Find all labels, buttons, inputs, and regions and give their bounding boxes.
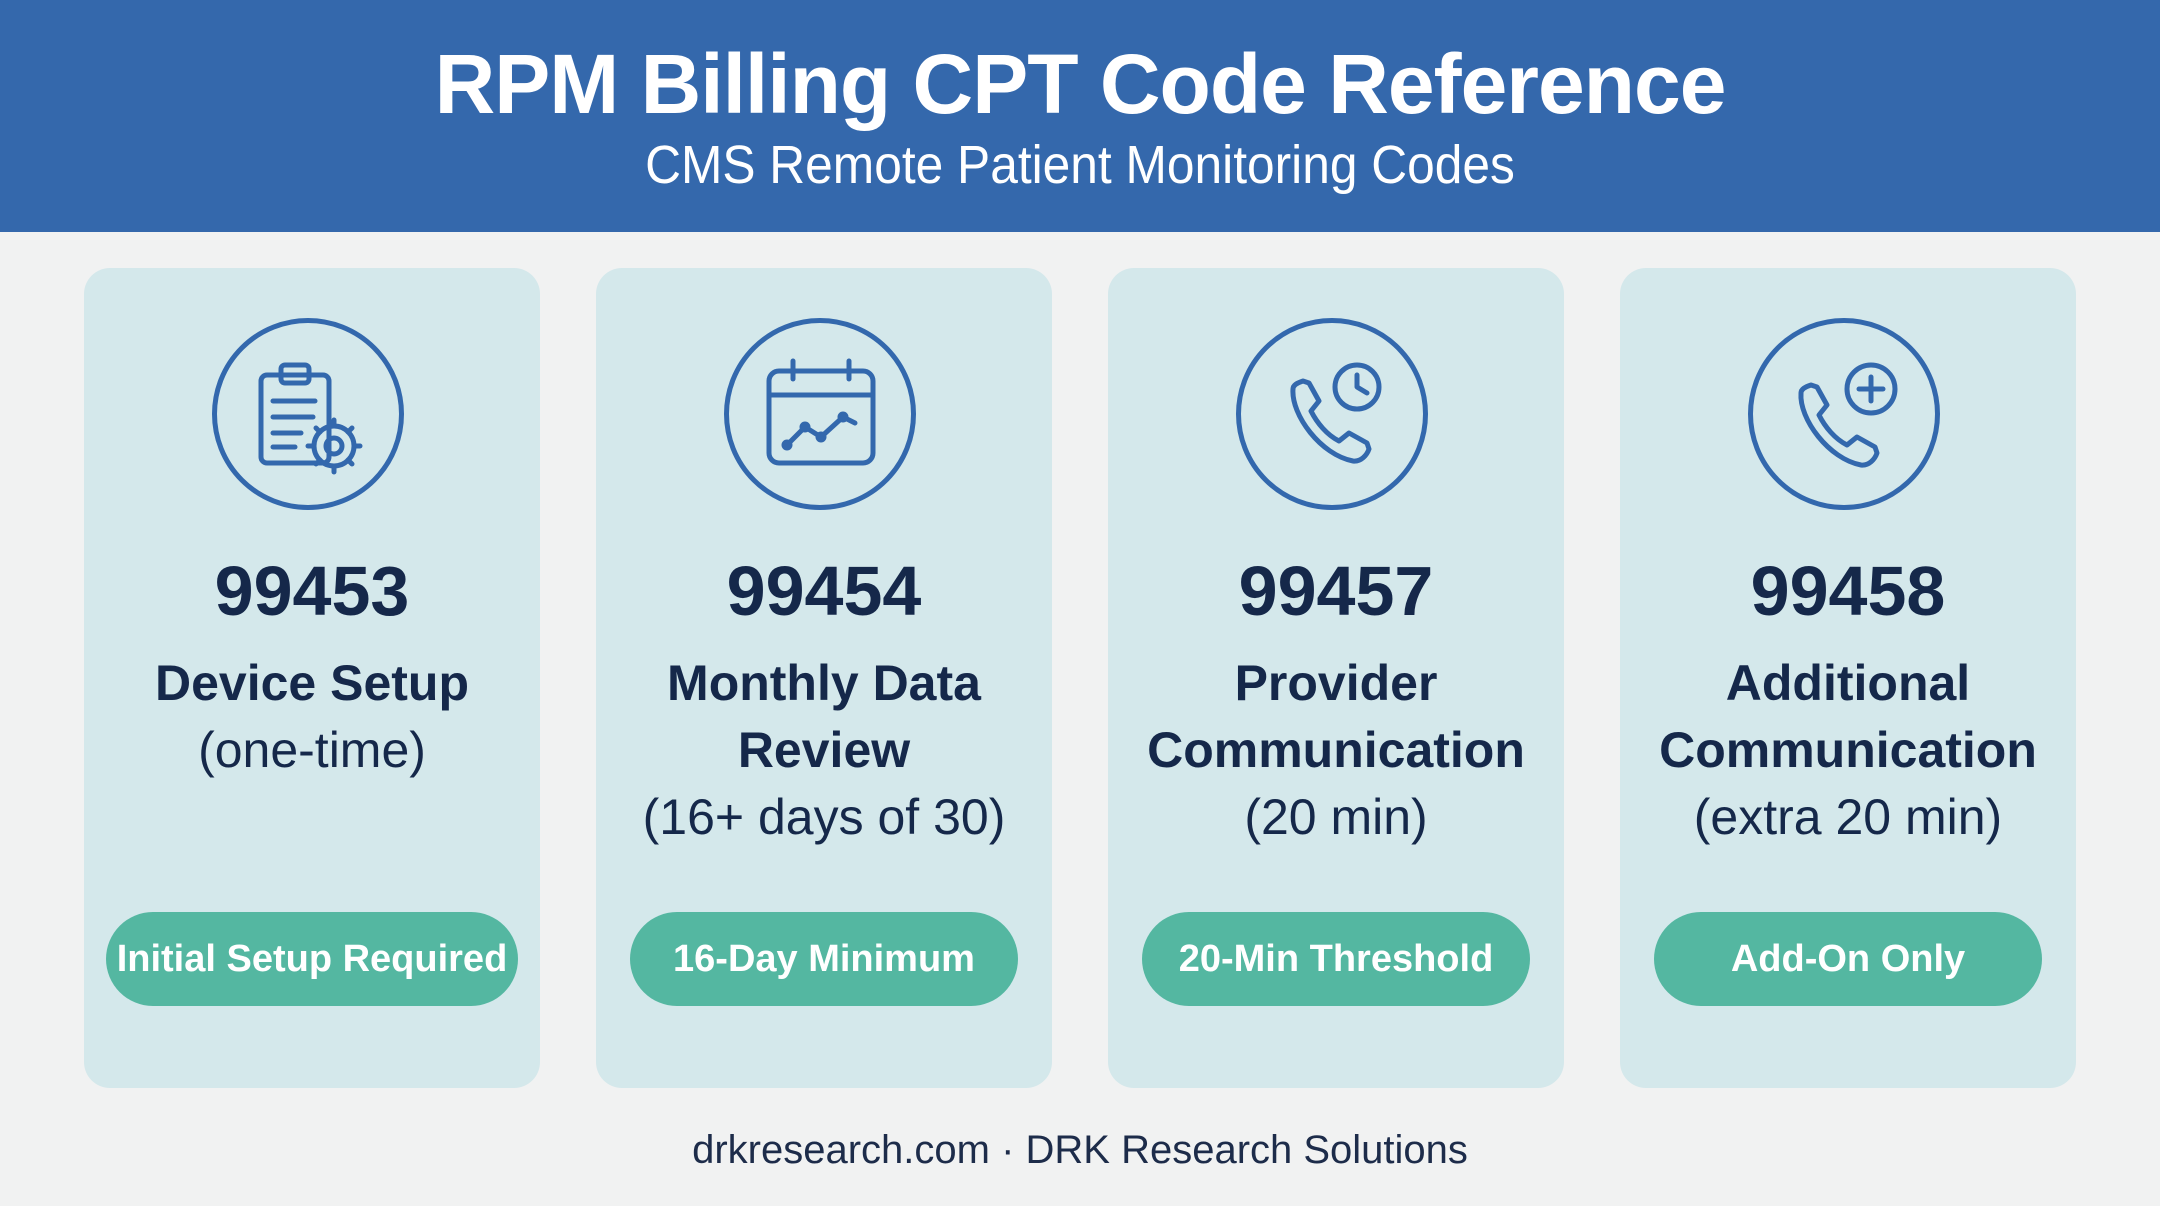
requirement-badge: 16-Day Minimum (630, 912, 1018, 1006)
cpt-code: 99458 (1750, 552, 1946, 630)
cpt-label: Provider Communication (1147, 655, 1525, 778)
page-subtitle: CMS Remote Patient Monitoring Codes (645, 135, 1515, 195)
cpt-description: Device Setup (one-time) (94, 650, 530, 784)
header-banner: RPM Billing CPT Code Reference CMS Remot… (0, 0, 2160, 232)
requirement-badge: 20-Min Threshold (1142, 912, 1530, 1006)
cpt-code: 99457 (1238, 552, 1434, 630)
cpt-code: 99453 (214, 552, 410, 630)
cpt-card-99453: 99453 Device Setup (one-time) Initial Se… (84, 268, 540, 1088)
cpt-card-99457: 99457 Provider Communication (20 min) 20… (1108, 268, 1564, 1088)
phone-plus-icon (1748, 318, 1940, 510)
clipboard-gear-icon (212, 318, 404, 510)
cpt-note: (20 min) (1244, 789, 1428, 845)
cpt-description: Provider Communication (20 min) (1118, 650, 1554, 851)
cpt-note: (extra 20 min) (1693, 789, 2003, 845)
cpt-description: Monthly Data Review (16+ days of 30) (606, 650, 1042, 851)
cpt-label: Additional Communication (1659, 655, 2037, 778)
requirement-badge: Initial Setup Required (106, 912, 518, 1006)
cpt-card-99458: 99458 Additional Communication (extra 20… (1620, 268, 2076, 1088)
phone-clock-icon (1236, 318, 1428, 510)
cpt-label: Monthly Data Review (667, 655, 981, 778)
cpt-description: Additional Communication (extra 20 min) (1630, 650, 2066, 851)
cpt-card-99454: 99454 Monthly Data Review (16+ days of 3… (596, 268, 1052, 1088)
calendar-chart-icon (724, 318, 916, 510)
cpt-note: (16+ days of 30) (642, 789, 1006, 845)
requirement-badge: Add-On Only (1654, 912, 2042, 1006)
page-title: RPM Billing CPT Code Reference (434, 37, 1727, 131)
cpt-label: Device Setup (154, 655, 469, 711)
footer-credit: drkresearch.com · DRK Research Solutions (692, 1128, 1468, 1172)
cpt-note: (one-time) (198, 722, 426, 778)
cpt-code: 99454 (726, 552, 922, 630)
